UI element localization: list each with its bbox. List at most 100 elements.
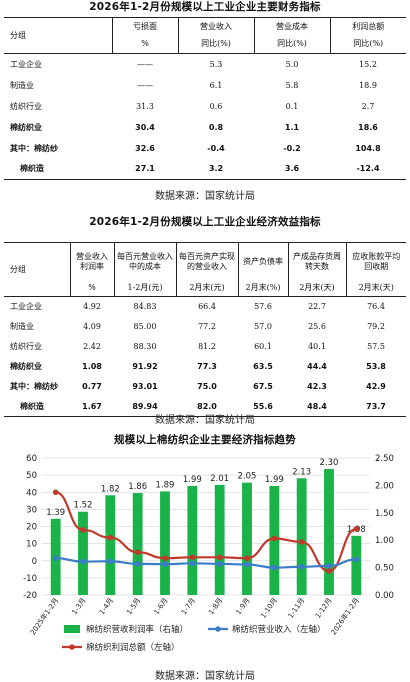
cell: 84.83	[133, 302, 157, 312]
legend-swatch-point	[69, 644, 75, 650]
legend-swatch-point	[215, 626, 221, 632]
bar-data-label: 1.39	[46, 508, 65, 518]
revenue-point	[271, 564, 278, 571]
cell: 104.8	[355, 143, 381, 153]
table-row: 制造业 4.09 85.00 77.2 57.0 25.6 79.2	[4, 317, 406, 337]
cell: 81.2	[198, 342, 216, 351]
cell: 40.1	[308, 342, 326, 351]
bar-profit-margin	[351, 535, 362, 595]
unit-loss-ratio: %	[111, 35, 178, 54]
legend-swatch-bar	[64, 625, 80, 633]
right-tick-label: 0.50	[375, 564, 394, 574]
cell: 18.6	[358, 122, 378, 132]
row-label: 纺织行业	[10, 101, 42, 111]
revenue-point	[80, 558, 86, 565]
table-row: 纺织行业 31.3 0.6 0.1 2.7	[4, 96, 406, 117]
cell: 4.92	[83, 302, 101, 312]
cell: 79.2	[367, 322, 385, 331]
revenue-point	[162, 561, 168, 567]
header-debt-ratio: 资产负债率	[237, 242, 288, 281]
header-revenue-per-100-assets: 每百元资产实现的营业收入	[175, 242, 238, 281]
chart-title: 规模以上棉纺织企业主要经济指标趋势	[114, 434, 296, 446]
bar-data-label: 2.30	[320, 458, 339, 468]
row-label: 棉织造	[4, 396, 70, 417]
left-tick-label: 30	[26, 505, 37, 515]
row-label: 棉织造	[4, 158, 112, 180]
header-cost: 营业成本	[253, 17, 330, 36]
row-label: 棉纺织业	[10, 362, 42, 371]
table-row: 工业企业 —— 5.3 5.0 15.2	[4, 54, 406, 75]
profit-total-point	[298, 539, 305, 545]
cell: -0.2	[283, 143, 301, 153]
cell: 5.0	[285, 59, 299, 69]
table-row: 棉织造 1.67 89.94 82.0 55.6 48.4 73.7	[4, 396, 406, 417]
cell: 3.2	[178, 158, 254, 180]
cell: 73.7	[346, 396, 406, 417]
x-tick-label: 2026年1-2月	[329, 596, 361, 637]
revenue-point	[52, 555, 59, 561]
x-tick-label: 1-6月	[153, 597, 170, 617]
table-row: 其中：棉纺纱 0.77 93.01 75.0 67.5 42.3 42.9	[4, 377, 406, 397]
bar-profit-margin	[187, 485, 198, 595]
profit-total-point	[162, 555, 168, 561]
revenue-line	[55, 557, 357, 569]
profit-total-point	[244, 555, 250, 561]
row-label: 制造业	[10, 80, 34, 90]
cell: 27.1	[112, 158, 178, 180]
header-receivable-days: 应收账款平均回收期	[345, 242, 406, 281]
x-tick-label: 2025年1-2月	[28, 596, 60, 637]
unit-profit: 同比(%)	[329, 35, 406, 54]
header-inventory-days: 产成品存货周转天数	[287, 242, 346, 281]
x-tick-label: 1-5月	[125, 597, 142, 617]
table-row: 工业企业 4.92 84.83 66.4 57.6 22.7 76.4	[4, 297, 406, 317]
bar-data-label: 1.99	[183, 475, 202, 485]
cell: 31.3	[136, 101, 154, 111]
unit-debt-ratio: 2月末(%)	[237, 280, 288, 297]
cell: 5.8	[285, 80, 299, 90]
cell: 77.3	[197, 362, 217, 371]
bar-data-label: 2.13	[292, 467, 311, 477]
trend-chart: -20 -10 0 10 20 30 40 50 60 0.00 0.50 1.00 1.50 2.00 2…	[23, 454, 394, 653]
header-revenue: 营业收入	[177, 17, 254, 36]
profit-total-point	[189, 554, 196, 561]
cell: 88.30	[133, 342, 157, 351]
bar-data-label: 1.99	[265, 475, 284, 485]
revenue-point	[216, 561, 223, 567]
unit-revenue: 同比(%)	[177, 35, 254, 54]
right-tick-label: 1.00	[375, 536, 394, 546]
cell: 42.3	[307, 382, 327, 391]
bar-data-label: 1.89	[156, 480, 175, 490]
left-tick-label: 10	[26, 540, 37, 550]
cell: -12.4	[330, 158, 406, 180]
row-label: 其中：棉纺纱	[10, 382, 58, 391]
cell: -0.4	[207, 143, 225, 153]
cell: 60.1	[254, 342, 272, 351]
row-label: 工业企业	[10, 302, 42, 312]
row-label: 制造业	[10, 322, 34, 331]
cell: 6.1	[209, 80, 223, 90]
header-group: 分组	[4, 17, 112, 54]
cell: 18.9	[359, 80, 377, 90]
bar-data-label: 1.86	[128, 482, 147, 492]
row-label: 棉纺织业	[10, 122, 42, 132]
table2-source: 数据来源：国家统计局	[155, 415, 255, 426]
revenue-point	[107, 558, 114, 565]
x-tick-label: 1-9月	[235, 597, 252, 617]
cell: 53.8	[366, 362, 386, 371]
table-row: 其中：棉纺纱 32.6 -0.4 -0.2 104.8	[4, 138, 406, 159]
header-profit: 利润总额	[329, 17, 406, 36]
cell: 76.4	[367, 302, 385, 312]
bar-profit-margin	[214, 484, 225, 595]
cell: 48.4	[288, 396, 346, 417]
profit-total-point	[353, 526, 360, 532]
cell: 25.6	[308, 322, 326, 331]
left-tick-label: -10	[23, 574, 37, 584]
bar-profit-margin	[105, 495, 116, 595]
x-tick-label: 1-12月	[314, 597, 334, 620]
cell: 89.94	[114, 396, 176, 417]
left-tick-label: 40	[26, 488, 37, 498]
x-tick-label: 1-8月	[207, 597, 224, 617]
profit-total-point	[326, 568, 332, 574]
efficiency-indicators-table: 分组 营业收入利润率 每百元营业收入中的成本 每百元资产实现的营业收入 资产负债…	[4, 242, 406, 417]
cell: 85.00	[133, 322, 157, 331]
